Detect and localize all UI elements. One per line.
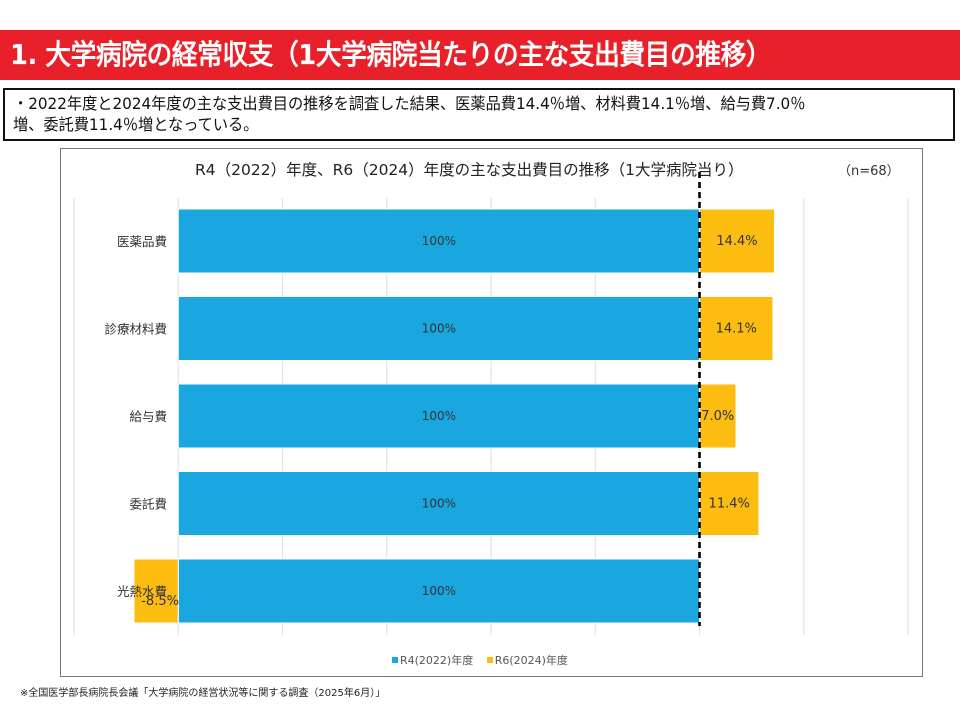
value-label-r6: 14.4% [716, 234, 757, 249]
legend-swatch-r4 [392, 657, 398, 663]
legend-item-r6: R6(2024)年度 [486, 652, 568, 668]
category-label: 給与費 [129, 409, 167, 424]
value-label-r6: 7.0% [701, 409, 734, 424]
chart-legend: R4(2022)年度 R6(2024)年度 [392, 652, 578, 668]
category-label: 医薬品費 [117, 234, 167, 249]
bar-r6 [699, 296, 774, 361]
category-label: 光熱水費 [117, 584, 167, 599]
category-label: 診療材料費 [104, 322, 167, 337]
value-label-r4: 100% [422, 322, 456, 336]
legend-item-r4: R4(2022)年度 [392, 652, 473, 668]
value-label-r6: 14.1% [716, 322, 757, 337]
legend-label-r6: R6(2024)年度 [494, 654, 568, 667]
title-banner: 1. 大学病院の経常収支（1大学病院当たりの主な支出費目の推移） [0, 30, 960, 80]
bar-r4 [177, 208, 700, 274]
value-label-r6: -8.5% [141, 594, 179, 609]
bar-r4 [177, 296, 700, 361]
value-label-r4: 100% [422, 409, 456, 423]
summary-text: ・2022年度と2024年度の主な支出費目の推移を調査した結果、医薬品費14.4… [13, 94, 806, 134]
bar-r6 [133, 558, 179, 624]
summary-box: ・2022年度と2024年度の主な支出費目の推移を調査した結果、医薬品費14.4… [3, 88, 955, 141]
source-footnote: ※全国医学部長病院長会議「大学病院の経営状況等に関する調査（2025年6月）」 [20, 688, 386, 699]
chart-sample-size: （n=68） [838, 164, 900, 179]
value-label-r4: 100% [422, 234, 456, 248]
bar-r6 [699, 471, 760, 536]
bar-r4 [177, 383, 700, 449]
legend-label-r4: R4(2022)年度 [400, 654, 474, 667]
value-label-r4: 100% [422, 584, 456, 598]
page-title: 1. 大学病院の経常収支（1大学病院当たりの主な支出費目の推移） [10, 38, 772, 71]
bar-r6 [699, 208, 776, 274]
legend-swatch-r6 [486, 657, 493, 663]
bars [133, 208, 776, 624]
chart-title: R4（2022）年度、R6（2024）年度の主な支出費目の推移（1大学病院当り） [195, 161, 744, 179]
value-label-r4: 100% [422, 497, 456, 511]
bar-r6 [699, 383, 737, 449]
labels: 医薬品費 100% 14.4% 診療材料費 100% 14.1% 給与費 100% 7.0% 委託… [104, 234, 757, 609]
bar-r4 [177, 471, 700, 536]
value-label-r6: 11.4% [709, 497, 750, 512]
category-label: 委託費 [129, 497, 167, 512]
